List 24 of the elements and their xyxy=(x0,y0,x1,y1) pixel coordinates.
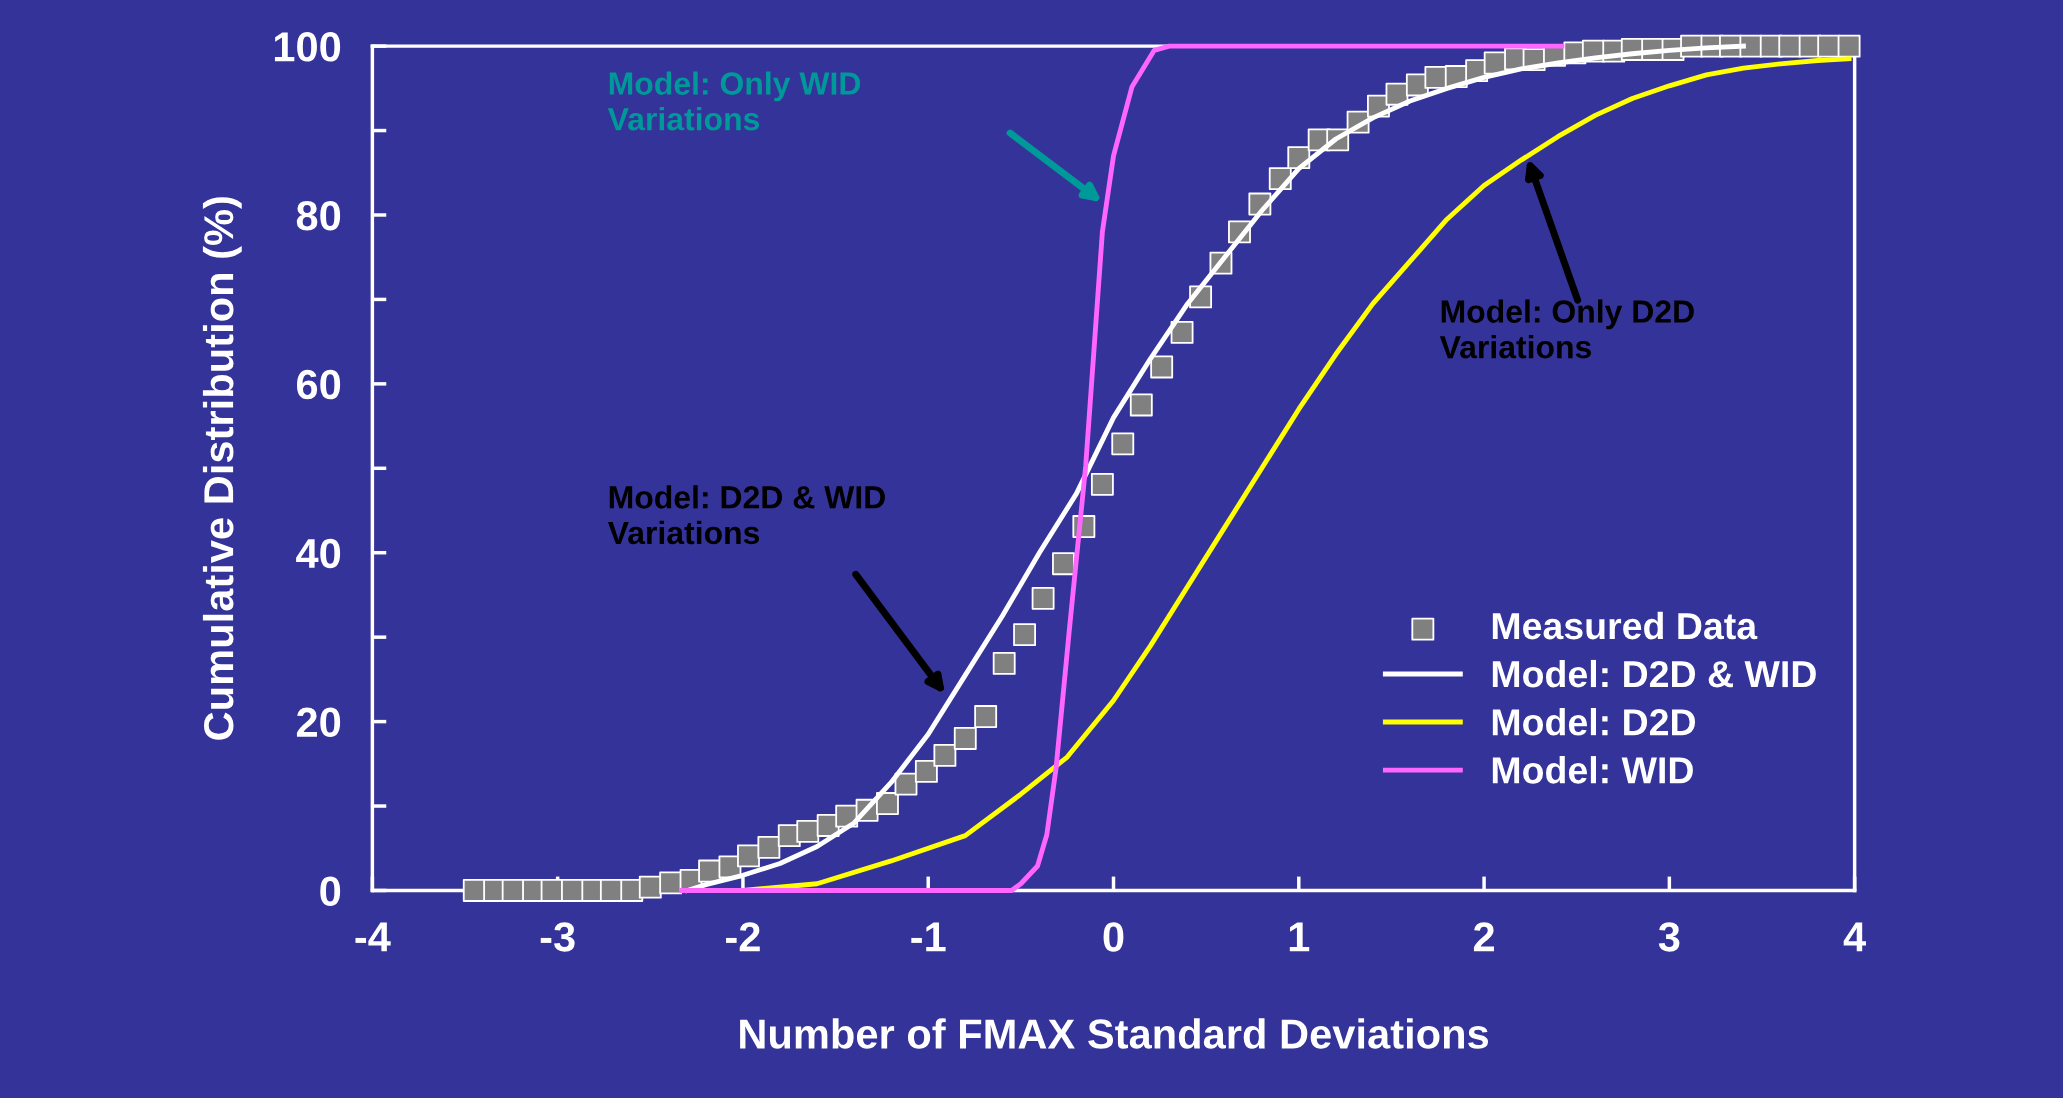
x-tick-label: -4 xyxy=(355,922,391,952)
y-tick-label: 80 xyxy=(296,200,341,231)
x-tick-label: 1 xyxy=(1289,922,1310,952)
legend-label: Model: D2D & WID xyxy=(1492,659,1816,688)
legend-label: Measured Data xyxy=(1492,611,1758,640)
x-tick-label: 0 xyxy=(1103,922,1124,952)
y-tick-label: 0 xyxy=(320,876,341,906)
legend-label: Model: WID xyxy=(1492,756,1693,784)
annotation: Model: Only WID Variations xyxy=(607,71,861,131)
y-axis-title: Cumulative Distribution (%) xyxy=(202,197,242,740)
y-tick-label: 40 xyxy=(296,538,341,569)
x-tick-label: -3 xyxy=(540,922,575,952)
x-axis-title: Number of FMAX Standard Deviations xyxy=(740,1018,1489,1049)
annotation: Model: Only D2D Variations xyxy=(1439,299,1694,359)
y-tick-label: 60 xyxy=(297,369,341,400)
legend-label: Model: D2D xyxy=(1492,708,1696,736)
x-tick-label: 2 xyxy=(1473,922,1494,952)
y-tick-label: 100 xyxy=(274,32,341,62)
x-tick-label: -1 xyxy=(911,922,946,952)
x-tick-label: 3 xyxy=(1658,922,1680,952)
x-tick-label: 4 xyxy=(1843,922,1866,952)
y-tick-label: 20 xyxy=(296,707,341,738)
annotation: Model: D2D & WID Variations xyxy=(607,485,885,545)
x-tick-label: -2 xyxy=(726,922,760,952)
